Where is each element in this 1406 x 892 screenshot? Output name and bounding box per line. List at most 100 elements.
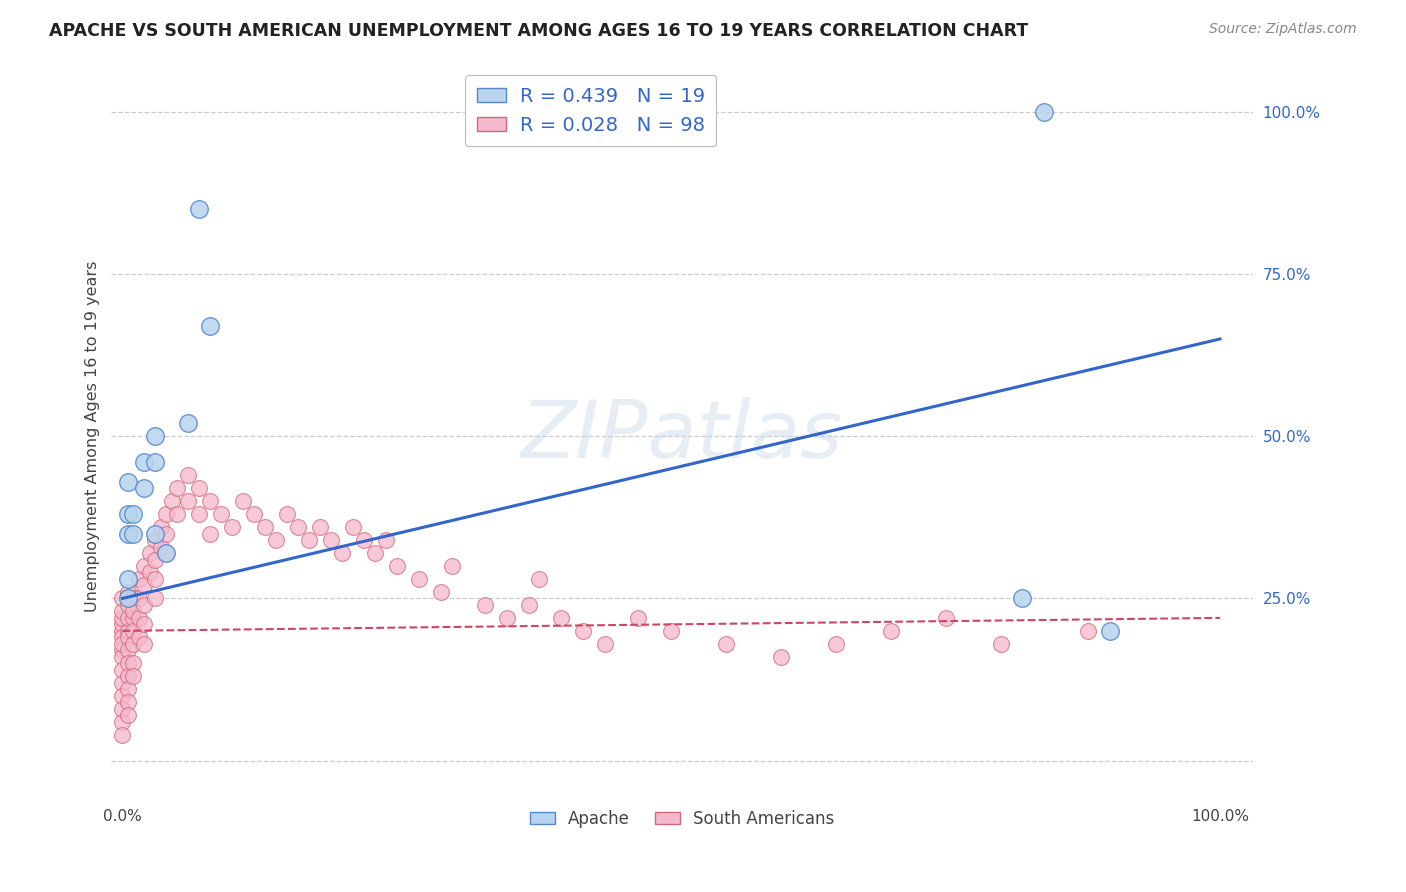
Point <box>353 533 375 547</box>
Point <box>117 585 139 599</box>
Point <box>134 481 156 495</box>
Point <box>160 494 183 508</box>
Point <box>990 637 1012 651</box>
Point <box>117 643 139 657</box>
Y-axis label: Unemployment Among Ages 16 to 19 years: Unemployment Among Ages 16 to 19 years <box>86 260 100 612</box>
Point <box>209 507 232 521</box>
Point <box>177 494 200 508</box>
Point <box>221 520 243 534</box>
Point <box>117 708 139 723</box>
Point <box>143 455 166 469</box>
Point <box>117 598 139 612</box>
Point <box>429 585 451 599</box>
Point <box>143 572 166 586</box>
Point <box>122 526 145 541</box>
Point <box>111 591 134 606</box>
Point <box>232 494 254 508</box>
Point <box>122 507 145 521</box>
Point <box>200 526 222 541</box>
Point <box>122 637 145 651</box>
Point <box>330 546 353 560</box>
Point <box>143 533 166 547</box>
Point <box>935 611 957 625</box>
Point <box>550 611 572 625</box>
Point <box>122 657 145 671</box>
Point <box>117 611 139 625</box>
Point <box>111 624 134 638</box>
Point <box>298 533 321 547</box>
Point <box>122 624 145 638</box>
Point <box>134 617 156 632</box>
Point <box>149 540 172 554</box>
Point <box>188 481 211 495</box>
Text: Source: ZipAtlas.com: Source: ZipAtlas.com <box>1209 22 1357 37</box>
Point <box>177 417 200 431</box>
Point <box>364 546 387 560</box>
Point <box>111 637 134 651</box>
Point <box>111 702 134 716</box>
Point <box>111 663 134 677</box>
Point <box>117 682 139 697</box>
Point <box>243 507 266 521</box>
Point <box>627 611 650 625</box>
Point <box>200 318 222 333</box>
Point <box>139 566 162 580</box>
Point <box>824 637 846 651</box>
Point <box>1033 104 1056 119</box>
Point <box>117 657 139 671</box>
Point <box>111 689 134 703</box>
Point <box>117 526 139 541</box>
Point <box>440 559 463 574</box>
Point <box>769 649 792 664</box>
Point <box>117 591 139 606</box>
Point <box>111 604 134 618</box>
Point <box>117 475 139 489</box>
Point <box>143 591 166 606</box>
Point <box>117 572 139 586</box>
Point <box>276 507 298 521</box>
Point <box>155 546 177 560</box>
Point <box>128 631 150 645</box>
Point <box>134 559 156 574</box>
Point <box>134 455 156 469</box>
Point <box>188 202 211 217</box>
Point <box>149 520 172 534</box>
Point <box>309 520 332 534</box>
Point <box>117 624 139 638</box>
Point <box>134 598 156 612</box>
Point <box>155 526 177 541</box>
Point <box>188 507 211 521</box>
Point <box>529 572 551 586</box>
Point <box>495 611 517 625</box>
Point <box>1011 591 1033 606</box>
Point <box>122 591 145 606</box>
Point <box>143 429 166 443</box>
Point <box>595 637 617 651</box>
Point <box>880 624 903 638</box>
Point <box>166 481 188 495</box>
Point <box>139 546 162 560</box>
Point <box>128 611 150 625</box>
Point <box>122 669 145 683</box>
Point <box>111 714 134 729</box>
Point <box>155 546 177 560</box>
Point <box>117 695 139 709</box>
Point <box>474 598 496 612</box>
Point <box>177 468 200 483</box>
Legend: Apache, South Americans: Apache, South Americans <box>523 804 841 835</box>
Point <box>408 572 430 586</box>
Point <box>166 507 188 521</box>
Point <box>1099 624 1122 638</box>
Point <box>111 649 134 664</box>
Point <box>659 624 682 638</box>
Point <box>111 631 134 645</box>
Point <box>117 669 139 683</box>
Point <box>572 624 595 638</box>
Point <box>319 533 342 547</box>
Point <box>287 520 309 534</box>
Point <box>143 526 166 541</box>
Point <box>714 637 737 651</box>
Point <box>342 520 364 534</box>
Point <box>111 611 134 625</box>
Point <box>111 675 134 690</box>
